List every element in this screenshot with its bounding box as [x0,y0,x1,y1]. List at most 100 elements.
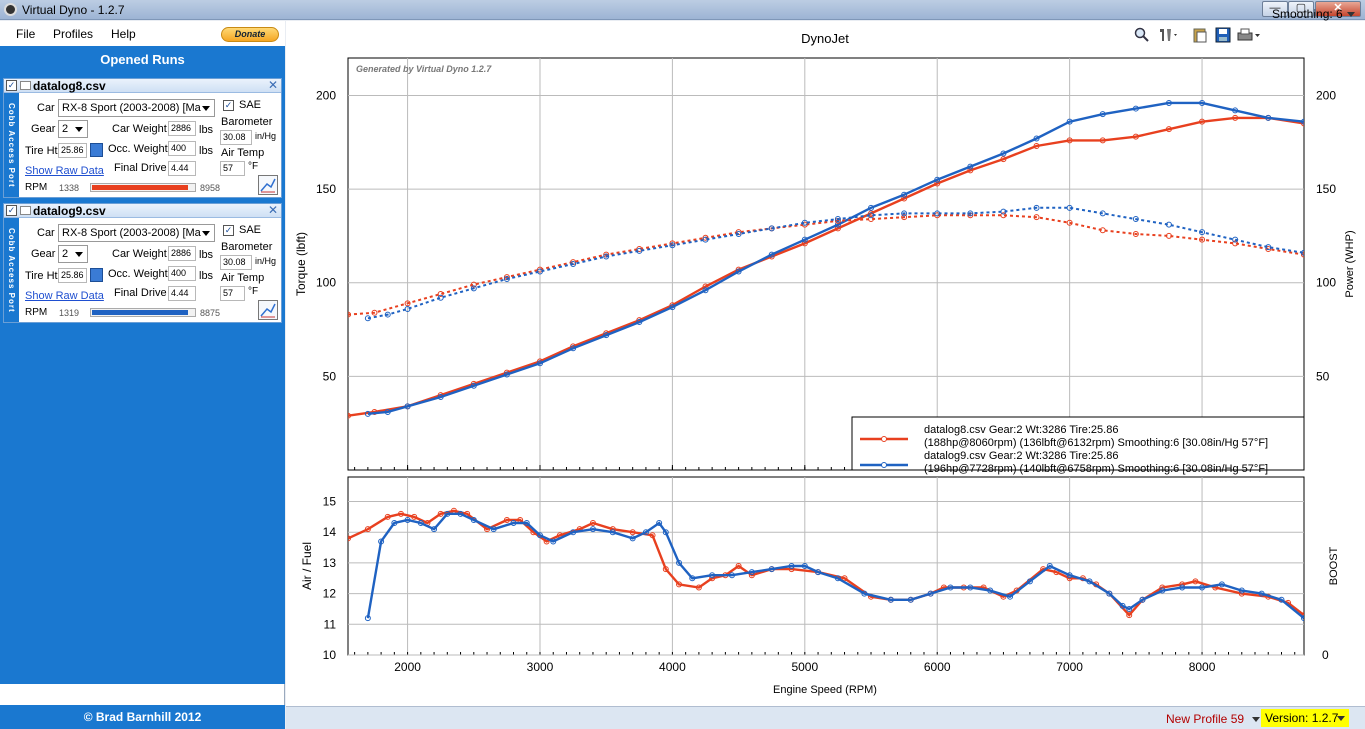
maximize-button[interactable]: ▢ [1288,1,1314,17]
car-weight-field[interactable]: 2886 [168,246,196,261]
x-tick-label: 8000 [1189,660,1216,674]
torque-series-point [702,236,709,243]
y2-tick-label: 50 [1316,369,1330,383]
afr-series-point [887,596,894,603]
tire-label: Tire Ht [25,270,58,282]
rpm-max-value: 8875 [200,308,221,318]
zoom-icon[interactable] [1134,27,1150,43]
y2-tick-label: 150 [1316,182,1336,196]
tools-icon[interactable] [1158,27,1177,43]
save-icon[interactable] [1215,27,1231,43]
torque-series-point [1199,236,1206,243]
power-series-point [1066,137,1073,144]
barometer-field[interactable]: 30.08 [220,255,252,270]
sae-label: SAE [239,224,262,236]
power-series-line [367,101,1304,415]
power-series-point [364,410,371,417]
torque-series-point [437,294,444,301]
air-temp-field[interactable]: 57 [220,161,245,176]
afr-series-point [662,529,669,536]
minimize-button[interactable]: — [1262,1,1288,17]
afr-series-point [987,587,994,594]
afr-tick-label: 13 [323,556,337,570]
version-dropdown[interactable]: Version: 1.2.7 [1261,709,1349,727]
power-series-point [702,287,709,294]
tire-field[interactable]: 25.86 [58,143,87,158]
rpm-range-slider[interactable] [90,183,196,192]
y2-axis-label: Power (WHP) [1344,230,1356,297]
profile-dropdown-icon[interactable] [1252,717,1260,726]
torque-series-point [603,253,610,260]
show-raw-data-link[interactable]: Show Raw Data [25,165,104,177]
power-series-point [934,176,941,183]
air-temp-field[interactable]: 57 [220,286,245,301]
print-icon[interactable] [1237,27,1260,43]
power-series-point [801,236,808,243]
x-tick-label: 2000 [394,660,421,674]
gear-select[interactable]: 2 [58,120,88,138]
power-series-point [1165,99,1172,106]
afr-series-point [411,513,418,520]
afr-series-group [364,510,1304,622]
rpm-label: RPM [25,307,48,318]
afr-series-point [676,581,683,588]
close-run-icon[interactable]: ✕ [267,78,278,92]
legend-marker [881,436,887,442]
calculator-icon[interactable] [90,143,103,157]
afr-series-point [364,615,371,622]
menu-file[interactable]: File [16,27,36,41]
occ-weight-field[interactable]: 400 [168,266,196,281]
power-series-point [1265,114,1272,121]
final-drive-field[interactable]: 4.44 [168,161,196,176]
smoothing-dropdown[interactable]: Smoothing: 6 [1272,5,1357,23]
runs-list: ✓ datalog8.csv ✕ Cobb Access Port Car RX… [0,73,285,684]
calculator-icon[interactable] [90,268,103,282]
file-icon [20,206,31,215]
sae-checkbox[interactable]: ✓ [223,100,234,111]
chart-watermark: Generated by Virtual Dyno 1.2.7 [356,64,492,74]
menu-help[interactable]: Help [111,27,136,41]
afr-series-point [523,520,530,527]
occ-weight-field[interactable]: 400 [168,141,196,156]
torque-series-point [1099,227,1106,234]
graph-toggle-button[interactable] [258,300,278,320]
power-series-point [503,371,510,378]
afr-series-point [676,559,683,566]
barometer-field[interactable]: 30.08 [220,130,252,145]
donate-button[interactable]: Donate [221,27,279,42]
boost-axis-label: BOOST [1328,546,1340,585]
car-weight-field[interactable]: 2886 [168,121,196,136]
afr-series-point [642,529,649,536]
afr-series-point [570,529,577,536]
torque-series-point [768,225,775,232]
show-raw-data-link[interactable]: Show Raw Data [25,290,104,302]
sae-label: SAE [239,99,262,111]
car-select[interactable]: RX-8 Sport (2003-2008) [Ma [58,99,215,117]
gear-select[interactable]: 2 [58,245,88,263]
sae-checkbox[interactable]: ✓ [223,225,234,236]
run-enabled-checkbox[interactable]: ✓ [6,80,17,91]
afr-series-point [457,510,464,517]
menu-profiles[interactable]: Profiles [53,27,94,41]
rpm-range-slider[interactable] [90,308,196,317]
legend-marker [881,462,887,468]
tire-field[interactable]: 25.86 [58,268,87,283]
x-axis-label: Engine Speed (RPM) [773,684,877,696]
runs-sidebar: File Profiles Help Donate Opened Runs ✓ … [0,21,285,729]
afr-series-point [437,510,444,517]
afr-series-point [861,590,868,597]
car-select[interactable]: RX-8 Sport (2003-2008) [Ma [58,224,215,242]
final-drive-field[interactable]: 4.44 [168,286,196,301]
afr-series-point [378,538,385,545]
power-series-point [768,251,775,258]
run-enabled-checkbox[interactable]: ✓ [6,205,17,216]
clipboard-icon[interactable] [1192,27,1208,43]
profile-name[interactable]: New Profile 59 [1166,712,1245,726]
car-weight-label: Car Weight [112,248,167,260]
torque-series-point [1099,210,1106,217]
power-series-point [669,304,676,311]
graph-toggle-button[interactable] [258,175,278,195]
run-panel-header: ✓ datalog8.csv ✕ [4,78,281,93]
close-run-icon[interactable]: ✕ [267,203,278,217]
x-tick-label: 7000 [1056,660,1083,674]
